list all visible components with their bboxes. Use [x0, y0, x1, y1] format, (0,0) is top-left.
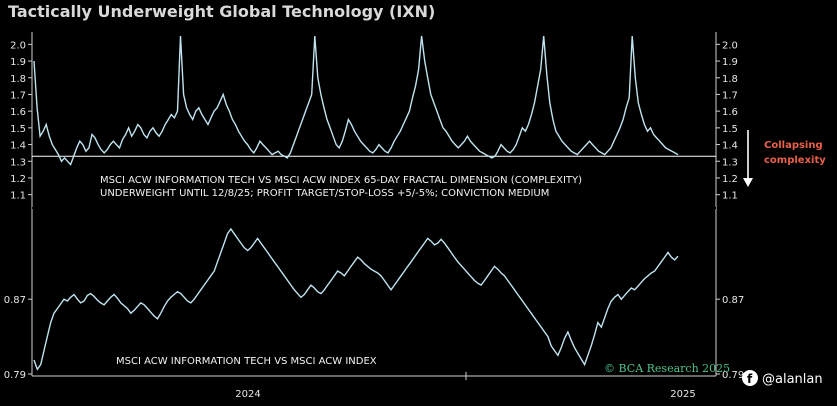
- top-y-tick-label-left: 1.3: [10, 157, 26, 168]
- top-y-tick-label-right: 1.5: [722, 124, 738, 135]
- bottom-y-tick-label-right: 0.79: [722, 370, 744, 381]
- top-y-tick-label-right: 1.7: [722, 90, 738, 101]
- down-arrow-icon: [743, 130, 753, 187]
- top-y-tick-label-right: 1.2: [722, 174, 738, 185]
- top-y-tick-label-left: 2.0: [10, 40, 26, 51]
- source-credit: © BCA Research 2025: [604, 362, 730, 375]
- callout-line-2: complexity: [764, 155, 826, 166]
- top-y-tick-label-right: 1.3: [722, 157, 738, 168]
- top-y-tick-label-left: 1.4: [10, 141, 26, 152]
- facebook-icon: f: [742, 370, 758, 386]
- bottom-y-tick-label-left: 0.87: [4, 295, 26, 306]
- top-y-tick-label-right: 1.8: [722, 74, 738, 85]
- top-panel-annotation-line-2: UNDERWEIGHT UNTIL 12/8/25; PROFIT TARGET…: [100, 188, 549, 199]
- top-y-tick-label-left: 1.1: [10, 191, 26, 202]
- top-y-tick-label-right: 1.6: [722, 107, 738, 118]
- x-tick-label: 2024: [235, 389, 260, 400]
- top-y-tick-label-left: 1.8: [10, 74, 26, 85]
- bottom-panel-y-ticks: 0.79 0.79 0.87 0.87: [4, 295, 745, 381]
- bottom-panel-label: MSCI ACW INFORMATION TECH VS MSCI ACW IN…: [116, 356, 377, 367]
- top-panel-y-ticks: 1.1 1.1 1.2 1.2 1.3 1.3 1.4 1.4 1.5 1.5 1.6 1.6 1.7 1…: [10, 40, 738, 201]
- top-y-tick-label-left: 1.9: [10, 57, 26, 68]
- x-axis-ticks: 2024 2025: [235, 372, 696, 400]
- x-tick-label: 2025: [670, 389, 695, 400]
- chart-title: Tactically Underweight Global Technology…: [8, 2, 436, 21]
- fractal-dimension-series: [33, 35, 679, 166]
- bottom-y-tick-label-right: 0.87: [722, 295, 744, 306]
- top-y-tick-label-right: 1.4: [722, 141, 738, 152]
- top-panel-annotation-line-1: MSCI ACW INFORMATION TECH VS MSCI ACW IN…: [100, 175, 582, 186]
- top-y-tick-label-right: 1.9: [722, 57, 738, 68]
- callout-line-1: Collapsing: [764, 140, 823, 151]
- top-y-tick-label-left: 1.2: [10, 174, 26, 185]
- social-handle: @alanlan: [762, 372, 823, 387]
- top-y-tick-label-left: 1.6: [10, 107, 26, 118]
- bottom-y-tick-label-left: 0.79: [4, 370, 26, 381]
- top-y-tick-label-left: 1.5: [10, 124, 26, 135]
- relative-performance-series: [33, 227, 679, 371]
- top-y-tick-label-left: 1.7: [10, 90, 26, 101]
- svg-text:f: f: [747, 372, 753, 386]
- top-y-tick-label-right: 2.0: [722, 40, 738, 51]
- top-y-tick-label-right: 1.1: [722, 191, 738, 202]
